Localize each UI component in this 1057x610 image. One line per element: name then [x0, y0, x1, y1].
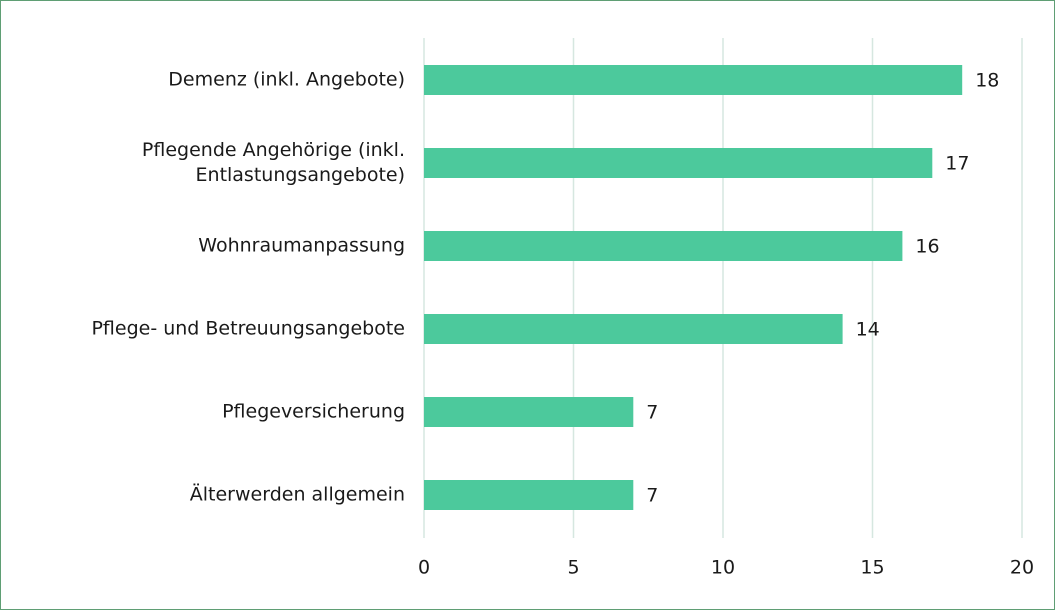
data-label: 7 [646, 485, 658, 507]
x-tick-label: 15 [860, 557, 884, 579]
x-tick-label: 10 [711, 557, 735, 579]
bar [424, 65, 963, 95]
x-tick-label: 5 [567, 557, 579, 579]
y-tick-label: Pflegeversicherung [222, 400, 405, 423]
bar [424, 148, 933, 178]
data-label: 7 [646, 402, 658, 424]
x-tick-label: 0 [418, 557, 430, 579]
bar [424, 397, 634, 427]
bar [424, 231, 903, 261]
y-tick-label: Älterwerden allgemein [189, 483, 405, 506]
data-label: 14 [856, 319, 880, 341]
data-label: 18 [975, 70, 999, 92]
bar [424, 314, 843, 344]
y-tick-label: Pflege- und Betreuungsangebote [91, 317, 405, 340]
y-tick-label: Wohnraumanpassung [198, 234, 405, 257]
chart: 0 5 10 15 20 18 17 16 14 7 7 [418, 38, 1034, 579]
y-tick-label: Demenz (inkl. Angebote) [168, 68, 405, 91]
data-label: 16 [915, 236, 939, 258]
bar [424, 480, 634, 510]
x-tick-label: 20 [1010, 557, 1034, 579]
data-label: 17 [945, 153, 969, 175]
y-tick-label: Pflegende Angehörige (inkl. Entlastungsa… [141, 139, 405, 186]
